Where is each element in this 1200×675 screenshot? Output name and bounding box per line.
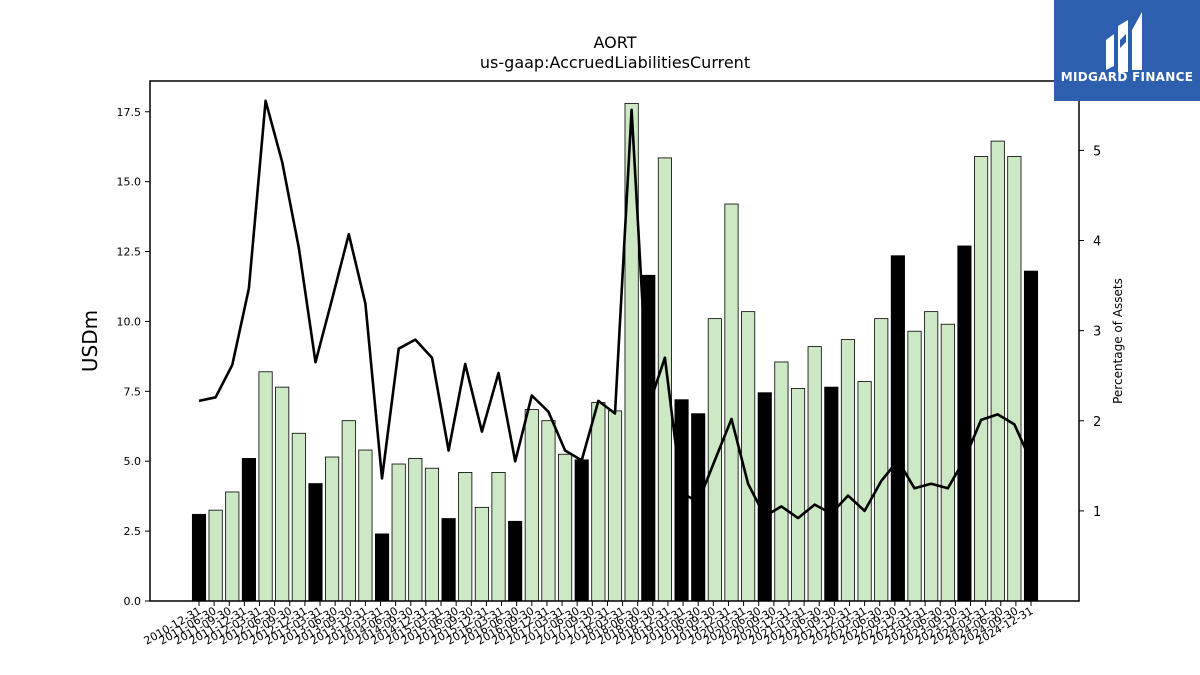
bar bbox=[741, 311, 756, 602]
bar bbox=[275, 386, 290, 602]
bar bbox=[541, 420, 556, 602]
y-tick-label: 5.0 bbox=[124, 455, 142, 468]
y2-axis-label: Percentage of Assets bbox=[1111, 278, 1125, 404]
plot-frame bbox=[149, 80, 1080, 602]
brand-name: MIDGARD FINANCE bbox=[1060, 70, 1194, 84]
bar bbox=[874, 318, 889, 602]
y2-tick-label: 4 bbox=[1093, 235, 1101, 250]
bar bbox=[857, 381, 872, 602]
midgard-m-logo-icon bbox=[1106, 12, 1142, 72]
bar bbox=[424, 467, 440, 602]
bar bbox=[241, 458, 256, 602]
bar bbox=[724, 203, 739, 602]
bar bbox=[591, 402, 606, 602]
bar bbox=[408, 458, 423, 602]
bar bbox=[890, 255, 905, 602]
bar bbox=[258, 371, 273, 602]
bar bbox=[607, 410, 623, 602]
chart-subtitle: us-gaap:AccruedLiabilitiesCurrent bbox=[480, 53, 750, 72]
bar bbox=[208, 509, 223, 602]
percent-line bbox=[198, 99, 1033, 520]
y2-tick-label: 3 bbox=[1093, 325, 1101, 340]
y-tick-label: 15.0 bbox=[117, 176, 142, 189]
y-tick-label: 7.5 bbox=[124, 385, 142, 398]
bar bbox=[341, 420, 356, 602]
bar bbox=[757, 392, 772, 602]
y-tick-label: 12.5 bbox=[117, 246, 142, 259]
bar bbox=[907, 330, 922, 602]
bar bbox=[225, 491, 240, 602]
bar bbox=[474, 506, 489, 602]
bar bbox=[1007, 156, 1022, 602]
bar bbox=[441, 518, 456, 602]
chart-title: AORT bbox=[594, 33, 637, 52]
bar bbox=[374, 533, 390, 602]
bar bbox=[308, 483, 323, 602]
bar bbox=[924, 311, 939, 602]
y2-tick-label: 2 bbox=[1093, 415, 1101, 430]
y-tick-label: 0.0 bbox=[124, 595, 142, 608]
y-tick-label: 10.0 bbox=[117, 315, 142, 328]
y2-axis: 1 2 3 4 5 bbox=[1079, 144, 1101, 520]
bar bbox=[691, 413, 706, 602]
percent-line-path bbox=[198, 99, 1033, 520]
bar bbox=[774, 361, 789, 602]
bar bbox=[790, 388, 806, 602]
bar bbox=[974, 156, 989, 602]
y-axis-label: USDm bbox=[78, 310, 102, 372]
bar bbox=[574, 459, 589, 602]
bar bbox=[1023, 270, 1039, 602]
bar bbox=[840, 339, 856, 602]
bar bbox=[940, 323, 955, 602]
bar bbox=[990, 140, 1005, 602]
bar bbox=[491, 471, 506, 602]
brand-logo: MIDGARD FINANCE bbox=[1054, 0, 1200, 101]
bar bbox=[657, 157, 672, 602]
bar bbox=[325, 456, 340, 602]
bar bbox=[524, 409, 539, 602]
bar bbox=[191, 513, 207, 602]
y-tick-label: 2.5 bbox=[124, 525, 142, 538]
bar bbox=[957, 245, 972, 602]
y-tick-label: 17.5 bbox=[117, 106, 142, 119]
x-axis: 2010-12-312011-06-302011-09-302011-12-31… bbox=[142, 601, 1036, 648]
bar bbox=[391, 463, 406, 602]
y2-tick-label: 1 bbox=[1093, 505, 1101, 520]
bar bbox=[458, 471, 473, 602]
bar bbox=[674, 399, 689, 602]
bar bbox=[508, 520, 523, 602]
bar bbox=[558, 453, 573, 602]
bar bbox=[358, 449, 373, 602]
bar bbox=[807, 346, 822, 602]
bar bbox=[291, 432, 306, 602]
bar bbox=[824, 386, 839, 602]
y-axis: 0.0 2.5 5.0 7.5 10.0 12.5 15.0 17.5 bbox=[117, 106, 150, 608]
y2-tick-label: 5 bbox=[1093, 144, 1101, 159]
